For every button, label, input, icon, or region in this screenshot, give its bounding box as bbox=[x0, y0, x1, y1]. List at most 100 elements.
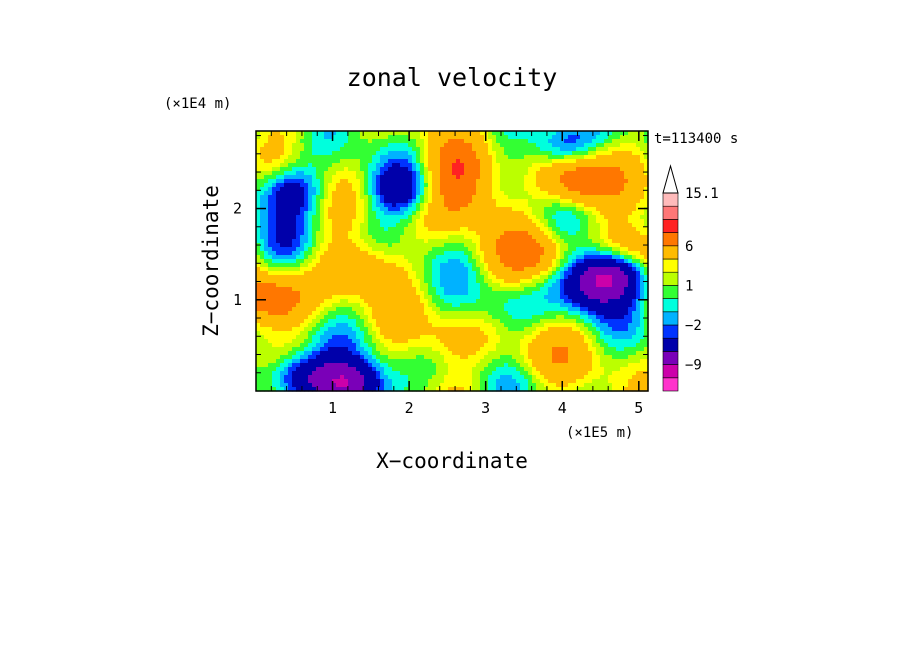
heatmap-cell bbox=[548, 327, 553, 332]
heatmap-cell bbox=[388, 315, 393, 320]
heatmap-cell bbox=[360, 239, 365, 244]
heatmap-cell bbox=[592, 287, 597, 292]
heatmap-cell bbox=[288, 151, 293, 156]
heatmap-cell bbox=[476, 219, 481, 224]
heatmap-cell bbox=[484, 315, 489, 320]
heatmap-cell bbox=[328, 235, 333, 240]
heatmap-cell bbox=[440, 331, 445, 336]
heatmap-cell bbox=[256, 287, 261, 292]
heatmap-cell bbox=[372, 179, 377, 184]
heatmap-cell bbox=[324, 307, 329, 312]
heatmap-cell bbox=[616, 191, 621, 196]
heatmap-cell bbox=[356, 163, 361, 168]
heatmap-cell bbox=[276, 199, 281, 204]
heatmap-cell bbox=[580, 219, 585, 224]
heatmap-cell bbox=[608, 139, 613, 144]
heatmap-cell bbox=[448, 319, 453, 324]
heatmap-cell bbox=[640, 211, 645, 216]
heatmap-cell bbox=[384, 231, 389, 236]
heatmap-cell bbox=[512, 275, 517, 280]
heatmap-cell bbox=[576, 183, 581, 188]
heatmap-cell bbox=[564, 223, 569, 228]
heatmap-cell bbox=[420, 303, 425, 308]
heatmap-cell bbox=[440, 307, 445, 312]
heatmap-cell bbox=[284, 275, 289, 280]
heatmap-cell bbox=[272, 195, 277, 200]
heatmap-cell bbox=[352, 199, 357, 204]
heatmap-cell bbox=[276, 263, 281, 268]
heatmap-cell bbox=[352, 215, 357, 220]
heatmap-cell bbox=[300, 167, 305, 172]
heatmap-cell bbox=[584, 203, 589, 208]
heatmap-cell bbox=[604, 175, 609, 180]
heatmap-cell bbox=[468, 291, 473, 296]
heatmap-cell bbox=[428, 263, 433, 268]
heatmap-cell bbox=[256, 203, 261, 208]
heatmap-cell bbox=[504, 131, 509, 136]
heatmap-cell bbox=[492, 211, 497, 216]
heatmap-cell bbox=[572, 331, 577, 336]
heatmap-cell bbox=[520, 199, 525, 204]
heatmap-cell bbox=[264, 311, 269, 316]
heatmap-cell bbox=[488, 251, 493, 256]
heatmap-cell bbox=[336, 279, 341, 284]
heatmap-cell bbox=[432, 207, 437, 212]
heatmap-cell bbox=[620, 175, 625, 180]
heatmap-cell bbox=[416, 195, 421, 200]
heatmap-cell bbox=[300, 235, 305, 240]
heatmap-cell bbox=[548, 207, 553, 212]
heatmap-cell bbox=[632, 235, 637, 240]
heatmap-cell bbox=[356, 331, 361, 336]
heatmap-cell bbox=[284, 327, 289, 332]
heatmap-cell bbox=[312, 235, 317, 240]
heatmap-cell bbox=[268, 195, 273, 200]
heatmap-cell bbox=[464, 199, 469, 204]
heatmap-cell bbox=[396, 243, 401, 248]
heatmap-cell bbox=[256, 131, 261, 136]
heatmap-cell bbox=[268, 327, 273, 332]
heatmap-cell bbox=[376, 195, 381, 200]
heatmap-cell bbox=[484, 171, 489, 176]
heatmap-cell bbox=[424, 331, 429, 336]
heatmap-cell bbox=[580, 215, 585, 220]
heatmap-cell bbox=[536, 159, 541, 164]
heatmap-cell bbox=[380, 203, 385, 208]
heatmap-cell bbox=[376, 223, 381, 228]
heatmap-cell bbox=[464, 315, 469, 320]
heatmap-cell bbox=[416, 251, 421, 256]
heatmap-cell bbox=[304, 279, 309, 284]
heatmap-cell bbox=[372, 307, 377, 312]
heatmap-cell bbox=[288, 175, 293, 180]
heatmap-cell bbox=[368, 247, 373, 252]
heatmap-cell bbox=[608, 211, 613, 216]
heatmap-cell bbox=[572, 243, 577, 248]
heatmap-cell bbox=[548, 295, 553, 300]
heatmap-cell bbox=[404, 267, 409, 272]
heatmap-cell bbox=[504, 259, 509, 264]
heatmap-cell bbox=[268, 331, 273, 336]
heatmap-cell bbox=[472, 299, 477, 304]
heatmap-cell bbox=[560, 299, 565, 304]
heatmap-cell bbox=[296, 239, 301, 244]
heatmap-cell bbox=[344, 203, 349, 208]
heatmap-cell bbox=[348, 131, 353, 136]
heatmap-cell bbox=[568, 211, 573, 216]
heatmap-cell bbox=[388, 139, 393, 144]
heatmap-cell bbox=[264, 199, 269, 204]
heatmap-cell bbox=[328, 331, 333, 336]
heatmap-cell bbox=[348, 251, 353, 256]
heatmap-cell bbox=[280, 223, 285, 228]
heatmap-cell bbox=[452, 223, 457, 228]
heatmap-cell bbox=[644, 255, 649, 260]
heatmap-cell bbox=[500, 175, 505, 180]
heatmap-cell bbox=[552, 267, 557, 272]
heatmap-cell bbox=[404, 143, 409, 148]
heatmap-cell bbox=[364, 255, 369, 260]
heatmap-cell bbox=[640, 155, 645, 160]
heatmap-cell bbox=[328, 215, 333, 220]
heatmap-cell bbox=[448, 283, 453, 288]
heatmap-cell bbox=[536, 215, 541, 220]
heatmap-cell bbox=[472, 303, 477, 308]
heatmap-cell bbox=[412, 259, 417, 264]
heatmap-cell bbox=[268, 267, 273, 272]
